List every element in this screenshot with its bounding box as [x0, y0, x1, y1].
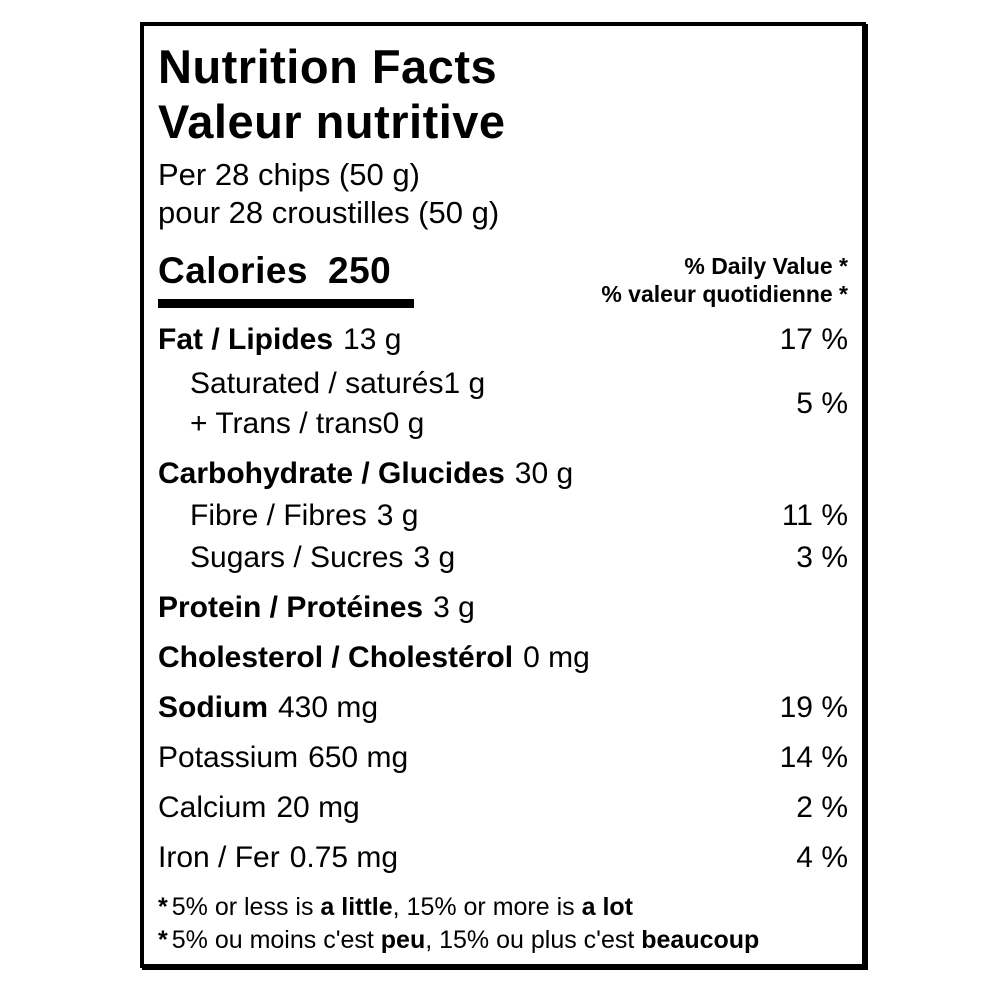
sugars-label: Sugars / Sucres: [190, 541, 404, 575]
sugars-amount: 3 g: [413, 541, 456, 575]
footnote-asterisk-en: *: [158, 893, 168, 922]
daily-value-header-french: % valeur quotidienne *: [601, 281, 848, 308]
footnote-french: * 5% ou moins c'est peu, 15% ou plus c'es…: [158, 924, 848, 957]
saturated-trans-group: Saturated / saturés1 g + Trans / trans0 …: [158, 365, 848, 449]
calories-section: Calories 250 % Daily Value * % valeur quo…: [158, 240, 848, 316]
footnote-en-text-1: 5% or less is: [171, 893, 321, 922]
daily-value-header: % Daily Value * % valeur quotidienne *: [601, 250, 848, 310]
cholesterol-amount: 0 mg: [523, 641, 590, 675]
potassium-label: Potassium: [158, 741, 299, 775]
row-trans: + Trans / trans0 g: [190, 407, 485, 441]
fat-amount: 13 g: [343, 323, 402, 357]
calories-label: Calories: [158, 249, 309, 291]
carbohydrate-amount: 30 g: [514, 457, 574, 491]
calories-underline-bar: [158, 298, 414, 308]
serving-size-english: Per 28 chips (50 g): [158, 156, 420, 192]
potassium-daily-value: 14 %: [779, 741, 848, 775]
row-protein: Protein / Protéines 3 g: [158, 583, 848, 633]
carbohydrate-label: Carbohydrate / Glucides: [158, 457, 505, 491]
footnote-asterisk-fr: *: [158, 926, 168, 955]
row-potassium: Potassium 650 mg 14 %: [158, 733, 848, 783]
fat-label: Fat / Lipides: [158, 323, 334, 357]
protein-amount: 3 g: [433, 591, 475, 625]
iron-label: Iron / Fer: [158, 841, 280, 875]
footnote-fr-bold-2: beaucoup: [641, 926, 760, 955]
title-french: Valeur nutritive: [158, 94, 506, 148]
footnote-fr-bold-1: peu: [380, 926, 426, 955]
protein-label: Protein / Protéines: [158, 591, 424, 625]
fibre-daily-value: 11 %: [781, 499, 848, 533]
footnote-fr-text-1: 5% ou moins c'est: [171, 926, 381, 955]
potassium-amount: 650 mg: [308, 741, 409, 775]
calories-block: Calories 250: [158, 250, 414, 308]
row-calcium: Calcium 20 mg 2 %: [158, 783, 848, 833]
iron-amount: 0.75 mg: [289, 841, 399, 875]
row-fat: Fat / Lipides 13 g 17 %: [158, 315, 848, 365]
saturated-label: Saturated / saturés: [190, 367, 444, 401]
calories-value: 250: [328, 249, 392, 291]
footnote-en-bold-1: a little: [320, 893, 393, 922]
sodium-amount: 430 mg: [278, 691, 379, 725]
calcium-amount: 20 mg: [276, 791, 360, 825]
nutrition-facts-label: Nutrition Facts Valeur nutritive Per 28 …: [140, 22, 866, 968]
row-iron: Iron / Fer 0.75 mg 4 %: [158, 833, 848, 883]
calcium-label: Calcium: [158, 791, 267, 825]
footnote-en-text-2: , 15% or more is: [392, 893, 582, 922]
row-fibre: Fibre / Fibres 3 g 11 %: [158, 499, 848, 541]
daily-value-header-english: % Daily Value *: [684, 252, 848, 279]
sodium-daily-value: 19 %: [779, 691, 848, 725]
saturated-trans-daily-value: 5 %: [796, 387, 848, 421]
serving-info: Per 28 chips (50 g) pour 28 croustilles …: [158, 156, 848, 232]
trans-label: + Trans / trans: [190, 407, 383, 441]
sugars-daily-value: 3 %: [796, 541, 848, 575]
footnote: * 5% or less is a little, 15% or more is …: [158, 883, 848, 957]
trans-amount: 0 g: [382, 407, 425, 441]
serving-size-french: pour 28 croustilles (50 g): [158, 194, 500, 230]
sodium-label: Sodium: [158, 691, 268, 725]
row-cholesterol: Cholesterol / Cholestérol 0 mg: [158, 633, 848, 683]
row-sugars: Sugars / Sucres 3 g 3 %: [158, 541, 848, 583]
footnote-en-bold-2: a lot: [581, 893, 634, 922]
fibre-label: Fibre / Fibres: [190, 499, 367, 533]
saturated-amount: 1 g: [443, 367, 486, 401]
row-carbohydrate: Carbohydrate / Glucides 30 g: [158, 449, 848, 499]
calcium-daily-value: 2 %: [796, 791, 848, 825]
fibre-amount: 3 g: [376, 499, 419, 533]
label-header: Nutrition Facts Valeur nutritive Per 28 …: [158, 40, 848, 232]
fat-daily-value: 17 %: [779, 323, 848, 357]
row-sodium: Sodium 430 mg 19 %: [158, 683, 848, 733]
cholesterol-label: Cholesterol / Cholestérol: [158, 641, 514, 675]
footnote-english: * 5% or less is a little, 15% or more is …: [158, 891, 848, 924]
row-saturated: Saturated / saturés1 g: [190, 367, 485, 401]
title-english: Nutrition Facts: [158, 40, 498, 93]
iron-daily-value: 4 %: [796, 841, 848, 875]
footnote-fr-text-2: , 15% ou plus c'est: [425, 926, 642, 955]
